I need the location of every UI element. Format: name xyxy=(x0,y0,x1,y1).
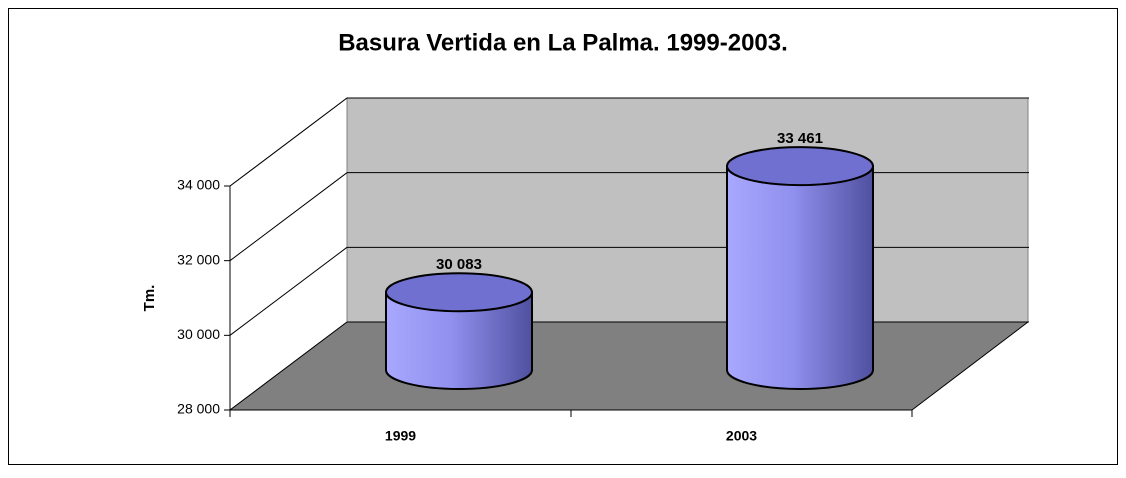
side-grid-line xyxy=(229,97,348,187)
floor-edge xyxy=(911,321,1029,411)
side-grid-line xyxy=(229,172,348,262)
value-label: 33 461 xyxy=(777,130,823,147)
y-axis-label: Tm. xyxy=(141,285,158,312)
cylinder-top xyxy=(726,146,874,187)
y-tick-label: 34 000 xyxy=(177,177,220,193)
side-grid-line xyxy=(229,321,348,411)
y-tick-label: 28 000 xyxy=(177,401,220,417)
cylinder-body xyxy=(726,165,874,390)
value-label: 30 083 xyxy=(436,256,482,273)
chart-title: Basura Vertida en La Palma. 1999-2003. xyxy=(338,29,788,56)
side-grid-line xyxy=(229,246,348,336)
cylinder-top xyxy=(385,272,533,313)
x-tick-label: 1999 xyxy=(385,428,416,444)
cylinder-body xyxy=(385,291,533,390)
y-tick-label: 32 000 xyxy=(177,251,220,267)
x-tick-label: 2003 xyxy=(726,428,757,444)
floor xyxy=(230,322,1028,410)
y-tick-label: 30 000 xyxy=(177,326,220,342)
